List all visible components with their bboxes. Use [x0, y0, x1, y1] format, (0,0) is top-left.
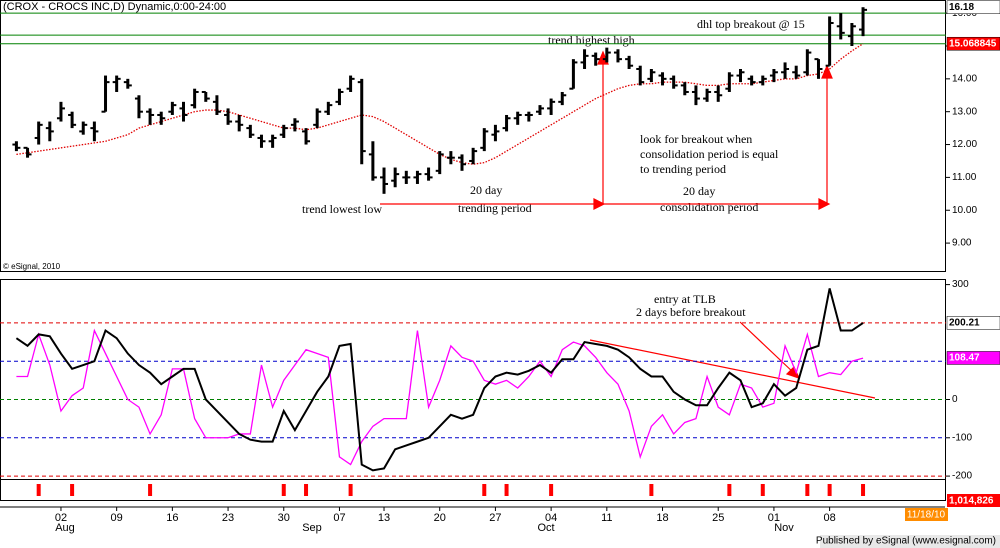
signal-marker [760, 484, 765, 496]
value-box-label: 1,014,826 [949, 496, 994, 507]
signal-panel [0, 479, 946, 501]
annotation: look for breakout when [640, 132, 752, 146]
arrow-head [821, 64, 833, 79]
signal-marker [549, 484, 554, 496]
x-tick-label: 08 [823, 512, 835, 524]
copyright: © eSignal, 2010 [3, 262, 61, 271]
x-tick-label: 25 [712, 512, 724, 524]
x-tick-label: 11 [601, 512, 612, 524]
y-tick-label: 11.00 [952, 172, 977, 183]
x-tick-label: 30 [278, 512, 290, 524]
annotation: dhl top breakout @ 15 [697, 17, 805, 31]
price-panel [0, 0, 946, 272]
y-tick-label: 14.00 [952, 73, 977, 84]
arrows [380, 50, 876, 399]
month-label: Oct [537, 522, 554, 534]
value-box [946, 0, 1000, 14]
y-tick-label: 0 [952, 394, 958, 405]
annotation: to trending period [640, 162, 726, 176]
value-box-label: 15.068845 [949, 38, 997, 49]
x-tick-label: 09 [111, 512, 123, 524]
value-box [946, 351, 1000, 365]
series-line [15, 288, 864, 472]
x-tick-label: 20 [434, 512, 446, 524]
date-label: 11/18/10 [907, 510, 946, 521]
signal-marker [70, 484, 75, 496]
signal-marker [649, 484, 654, 496]
signal-marker [805, 484, 810, 496]
arrow-line [739, 321, 796, 375]
x-tick-label: 04 [545, 512, 557, 524]
y-tick-label: 13.00 [952, 106, 977, 117]
signal-marker [148, 484, 153, 496]
y-tick-label: 300 [952, 279, 969, 290]
month-label: Sep [302, 522, 322, 534]
x-tick-label: 07 [333, 512, 345, 524]
signal-marker [727, 484, 732, 496]
annotation: consolidation period is equal [640, 147, 779, 161]
annotation: trend lowest low [302, 202, 382, 216]
y-tick-label: -200 [952, 471, 972, 482]
x-tick-label: 27 [489, 512, 501, 524]
date-box [905, 508, 948, 521]
x-tick-label: 01 [768, 512, 780, 524]
value-box [947, 494, 1000, 507]
month-label: Nov [774, 522, 794, 534]
x-tick-label: 18 [656, 512, 668, 524]
annotation: consolidation period [660, 200, 758, 214]
arrow-head [818, 198, 831, 210]
signal-marker [482, 484, 487, 496]
trend-line [589, 339, 876, 399]
signal-marker [504, 484, 509, 496]
value-box [946, 36, 1000, 51]
x-tick-label: 23 [222, 512, 234, 524]
x-tick-label: 02 [55, 512, 67, 524]
y-tick-label: 9.00 [952, 238, 972, 249]
annotation: entry at TLB [654, 292, 716, 306]
signal-marker [36, 484, 41, 496]
y-tick-label: 12.00 [952, 139, 977, 150]
signal-marker [304, 484, 309, 496]
footer: Published by eSignal (www.esignal.com) [816, 536, 996, 547]
signal-marker [281, 484, 286, 496]
month-label: Aug [55, 522, 75, 534]
signal-marker [348, 484, 353, 496]
annotation: trending period [458, 201, 532, 215]
x-tick-label: 16 [166, 512, 178, 524]
x-tick-label: 13 [378, 512, 390, 524]
footer-box [820, 535, 1000, 548]
annotation: 2 days before breakout [636, 305, 746, 319]
signal-marker [861, 484, 866, 496]
arrow-head [593, 198, 606, 210]
chart-title: (CROX - CROCS INC,D) Dynamic,0:00-24:00 [3, 1, 226, 13]
y-tick-label: -100 [952, 432, 972, 443]
y-tick-label: 10.00 [952, 205, 977, 216]
signal-marker [827, 484, 832, 496]
value-box [946, 316, 1000, 330]
annotation: 20 day [470, 183, 502, 197]
series-line [16, 328, 864, 466]
value-box-label: 16.18 [949, 2, 974, 13]
value-box-label: 200.21 [949, 317, 980, 328]
annotation: 20 day [683, 184, 715, 198]
value-box-label: 108.47 [949, 353, 980, 364]
